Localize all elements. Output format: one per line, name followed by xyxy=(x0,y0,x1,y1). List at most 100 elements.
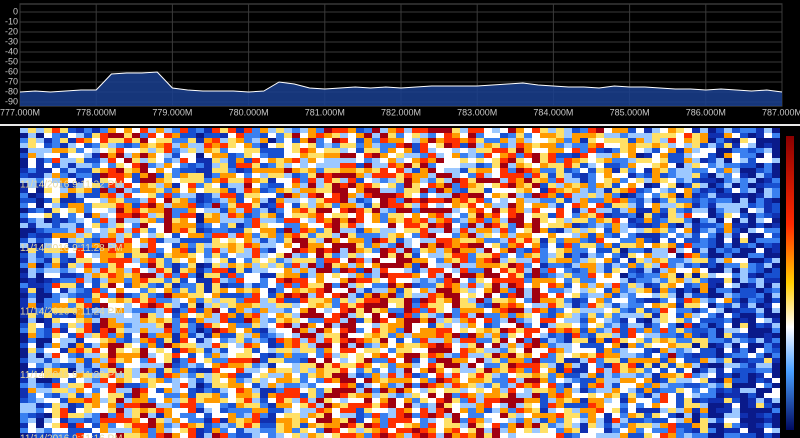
waterfall-cell xyxy=(52,273,61,279)
waterfall-cell xyxy=(276,218,285,224)
waterfall-cell xyxy=(492,303,501,309)
waterfall-cell xyxy=(524,328,533,334)
waterfall-cell xyxy=(388,313,397,319)
waterfall-cell xyxy=(44,253,53,259)
waterfall-cell xyxy=(364,218,373,224)
waterfall-cell xyxy=(236,138,245,144)
waterfall-cell xyxy=(436,203,445,209)
waterfall-cell xyxy=(300,188,309,194)
waterfall-cell xyxy=(348,133,357,139)
waterfall-cell xyxy=(756,253,765,259)
waterfall-cell xyxy=(188,173,197,179)
waterfall-cell xyxy=(380,213,389,219)
waterfall-cell xyxy=(164,228,173,234)
waterfall-cell xyxy=(516,323,525,329)
waterfall-cell xyxy=(340,223,349,229)
waterfall-cell xyxy=(316,363,325,369)
waterfall-cell xyxy=(588,243,597,249)
waterfall-cell xyxy=(332,323,341,329)
waterfall-cell xyxy=(252,173,261,179)
waterfall-cell xyxy=(348,138,357,144)
waterfall-cell xyxy=(100,388,109,394)
waterfall-cell xyxy=(572,223,581,229)
waterfall-cell xyxy=(324,208,333,214)
waterfall-cell xyxy=(604,128,613,134)
waterfall-cell xyxy=(404,308,413,314)
waterfall-cell xyxy=(60,333,69,339)
waterfall-cell xyxy=(44,243,53,249)
waterfall-cell xyxy=(660,198,669,204)
waterfall-cell xyxy=(36,223,45,229)
waterfall-cell xyxy=(412,178,421,184)
waterfall-cell xyxy=(692,288,701,294)
waterfall-cell xyxy=(404,133,413,139)
waterfall-cell xyxy=(268,223,277,229)
waterfall-cell xyxy=(732,193,741,199)
waterfall-cell xyxy=(580,163,589,169)
waterfall-cell xyxy=(364,268,373,274)
waterfall-cell xyxy=(244,248,253,254)
waterfall-cell xyxy=(356,263,365,269)
waterfall-cell xyxy=(140,233,149,239)
waterfall-cell xyxy=(36,198,45,204)
waterfall-cell xyxy=(372,343,381,349)
waterfall-cell xyxy=(764,188,773,194)
waterfall-cell xyxy=(172,303,181,309)
waterfall-cell xyxy=(572,193,581,199)
waterfall-cell xyxy=(516,313,525,319)
waterfall-cell xyxy=(396,323,405,329)
waterfall-cell xyxy=(484,143,493,149)
waterfall-cell xyxy=(388,228,397,234)
waterfall-cell xyxy=(36,253,45,259)
waterfall-cell xyxy=(148,203,157,209)
waterfall-cell xyxy=(260,378,269,384)
waterfall-cell xyxy=(348,143,357,149)
waterfall-cell xyxy=(316,223,325,229)
waterfall-cell xyxy=(748,228,757,234)
waterfall-cell xyxy=(220,243,229,249)
waterfall-cell xyxy=(460,298,469,304)
waterfall-cell xyxy=(500,178,509,184)
waterfall-cell xyxy=(716,148,725,154)
waterfall-cell xyxy=(108,268,117,274)
waterfall-cell xyxy=(220,248,229,254)
waterfall-cell xyxy=(156,253,165,259)
waterfall-cell xyxy=(300,138,309,144)
waterfall-cell xyxy=(468,243,477,249)
waterfall-cell xyxy=(596,133,605,139)
waterfall-cell xyxy=(700,213,709,219)
waterfall-cell xyxy=(668,173,677,179)
waterfall-cell xyxy=(676,358,685,364)
waterfall-cell xyxy=(508,133,517,139)
waterfall-cell xyxy=(156,373,165,379)
waterfall-cell xyxy=(740,338,749,344)
waterfall-cell xyxy=(188,138,197,144)
waterfall-cell xyxy=(172,148,181,154)
waterfall-cell xyxy=(204,283,213,289)
waterfall-cell xyxy=(668,363,677,369)
waterfall-cell xyxy=(276,178,285,184)
waterfall-cell xyxy=(420,278,429,284)
waterfall-cell xyxy=(548,253,557,259)
waterfall-cell xyxy=(540,303,549,309)
waterfall-cell xyxy=(692,273,701,279)
waterfall-cell xyxy=(436,143,445,149)
waterfall-cell xyxy=(28,213,37,219)
waterfall-cell xyxy=(28,233,37,239)
waterfall-cell xyxy=(692,158,701,164)
waterfall-cell xyxy=(260,333,269,339)
waterfall-cell xyxy=(364,213,373,219)
waterfall-cell xyxy=(428,283,437,289)
waterfall-cell xyxy=(316,243,325,249)
waterfall-cell xyxy=(556,368,565,374)
waterfall-cell xyxy=(124,323,133,329)
waterfall-cell xyxy=(124,203,133,209)
waterfall-cell xyxy=(52,353,61,359)
waterfall-cell xyxy=(604,353,613,359)
waterfall-cell xyxy=(52,138,61,144)
waterfall-cell xyxy=(220,318,229,324)
waterfall-cell xyxy=(276,358,285,364)
waterfall-cell xyxy=(580,338,589,344)
waterfall-cell xyxy=(76,248,85,254)
waterfall-cell xyxy=(620,183,629,189)
